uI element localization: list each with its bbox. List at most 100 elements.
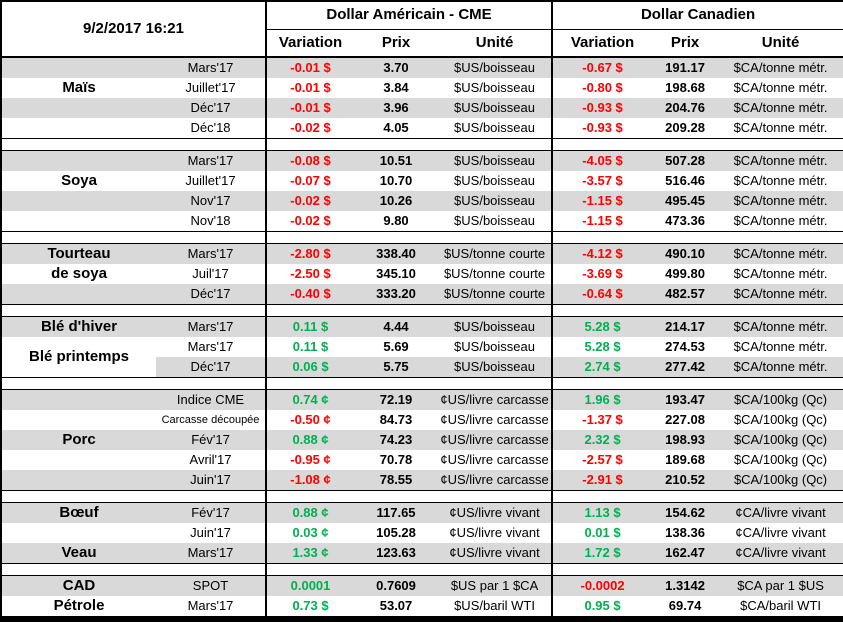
- ca-unite-cell: $CA/100kg (Qc): [733, 411, 828, 427]
- us-prix-cell: 4.05: [383, 119, 409, 135]
- table-row: Maïs Juillet'17 -0.01 $ 3.84 $US/boisseau -0.…: [1, 78, 843, 98]
- us-prix-cell: 117.65: [376, 504, 416, 520]
- us-variation-cell: 0.88 ¢: [265, 430, 355, 450]
- us-unite-cell: $US/boisseau: [454, 59, 535, 75]
- us-unite-cell: $US/boisseau: [454, 172, 535, 188]
- section-separator: [1, 138, 843, 151]
- commodity-label: Soya: [61, 171, 97, 189]
- table-row: Bœuf Fév'17 0.88 ¢ 117.65 ¢US/livre vivant 1.…: [1, 502, 843, 523]
- us-variation-cell: 0.03 ¢: [265, 523, 355, 543]
- ca-unite-cell: $CA/tonne métr.: [733, 79, 828, 95]
- table-row: Porc Fév'17 0.88 ¢ 74.23 ¢US/livre carcasse 2…: [1, 430, 843, 450]
- separator-cell: [551, 231, 843, 244]
- ca-prix-cell: 499.80: [665, 265, 705, 281]
- us-unite-cell: $US/boisseau: [454, 99, 535, 115]
- commodity-label: [1, 523, 156, 543]
- ca-variation-cell: 5.28 $: [551, 316, 653, 337]
- ca-prix-cell: 274.53: [665, 338, 705, 354]
- table-row: Avril'17 -0.95 ¢ 70.78 ¢US/livre carcasse -2…: [1, 450, 843, 470]
- ca-variation-cell: -1.15 $: [551, 191, 653, 211]
- ca-variation-cell: -0.80 $: [551, 78, 653, 98]
- ca-prix-header: Prix: [652, 29, 719, 58]
- ca-prix-cell: 507.28: [665, 152, 705, 168]
- us-prix-header: Prix: [354, 29, 439, 58]
- contract-month-cell: Nov'17: [190, 192, 231, 208]
- us-unite-header: Unité: [438, 29, 553, 58]
- us-unite-cell: ¢US/livre vivant: [449, 544, 540, 560]
- commodity-label: [1, 191, 156, 211]
- ca-prix-cell: 209.28: [665, 119, 705, 135]
- ca-prix-cell: 189.68: [665, 451, 705, 467]
- us-prix-cell: 3.84: [383, 79, 409, 95]
- us-variation-cell: 0.74 ¢: [265, 389, 355, 410]
- ca-variation-cell: 1.72 $: [551, 543, 653, 564]
- us-prix-cell: 105.28: [376, 524, 416, 540]
- contract-month-cell: Mars'17: [187, 597, 234, 613]
- ca-unite-cell: $CA/tonne métr.: [733, 265, 828, 281]
- contract-month-cell: Avril'17: [189, 451, 232, 467]
- ca-unite-cell: $CA/100kg (Qc): [733, 391, 828, 407]
- ca-unite-cell: $CA/tonne métr.: [733, 338, 828, 354]
- us-prix-cell: 5.69: [383, 338, 409, 354]
- commodity-label: [1, 284, 156, 305]
- commodity-label: [1, 470, 156, 491]
- us-variation-cell: 0.11 $: [265, 316, 355, 337]
- contract-month-cell: Fév'17: [191, 504, 230, 520]
- ca-variation-cell: -4.05 $: [551, 150, 653, 171]
- commodity-label: [1, 57, 156, 78]
- us-unite-cell: $US/boisseau: [454, 338, 535, 354]
- ca-variation-cell: -3.57 $: [551, 171, 653, 191]
- ca-unite-cell: $CA/100kg (Qc): [733, 471, 828, 487]
- us-unite-cell: ¢US/livre carcasse: [440, 451, 549, 467]
- us-variation-cell: -0.01 $: [265, 78, 355, 98]
- contract-month-cell: Juil'17: [192, 265, 229, 281]
- ca-unite-cell: ¢CA/livre vivant: [735, 544, 826, 560]
- us-unite-cell: ¢US/livre vivant: [449, 524, 540, 540]
- ca-variation-cell: -1.37 $: [551, 410, 653, 430]
- ca-variation-cell: -1.15 $: [551, 211, 653, 232]
- ca-variation-cell: 1.96 $: [551, 389, 653, 410]
- contract-month-cell: Déc'17: [190, 358, 231, 374]
- ca-unite-cell: $CA/tonne métr.: [733, 192, 828, 208]
- us-prix-cell: 10.26: [379, 192, 413, 208]
- ca-variation-cell: -2.57 $: [551, 450, 653, 470]
- column-header-row: Variation Prix Unité Variation Prix Unit…: [1, 29, 843, 58]
- table-row: Déc'17 0.06 $ 5.75 $US/boisseau 2.74 $ 277.42…: [1, 357, 843, 378]
- commodity-label: [1, 450, 156, 470]
- ca-variation-cell: 0.01 $: [551, 523, 653, 543]
- us-unite-cell: ¢US/livre vivant: [449, 504, 540, 520]
- us-variation-cell: -0.95 ¢: [265, 450, 355, 470]
- ca-variation-cell: 5.28 $: [551, 337, 653, 357]
- ca-prix-cell: 1.3142: [665, 577, 705, 593]
- us-variation-cell: -0.02 $: [265, 191, 355, 211]
- separator-cell: [551, 490, 843, 503]
- us-variation-cell: 0.73 $: [265, 596, 355, 619]
- us-variation-cell: -0.07 $: [265, 171, 355, 191]
- us-variation-cell: -2.50 $: [265, 264, 355, 284]
- contract-month-cell: Mars'17: [187, 338, 234, 354]
- contract-month-cell: Mars'17: [187, 152, 234, 168]
- separator-cell: [551, 138, 843, 151]
- table-row: Veau Mars'17 1.33 ¢ 123.63 ¢US/livre vivant 1…: [1, 543, 843, 564]
- us-unite-cell: $US/baril WTI: [454, 597, 535, 613]
- us-variation-cell: -1.08 ¢: [265, 470, 355, 491]
- table-row: Carcasse découpée -0.50 ¢ 84.73 ¢US/livre c…: [1, 410, 843, 430]
- contract-month-cell: Mars'17: [187, 245, 234, 261]
- us-variation-cell: 0.0001: [265, 575, 355, 596]
- ca-prix-cell: 69.74: [668, 597, 702, 613]
- ca-prix-cell: 138.36: [665, 524, 705, 540]
- ca-variation-cell: -0.64 $: [551, 284, 653, 305]
- report-timestamp: 9/2/2017 16:21: [1, 1, 267, 58]
- table-row: Mars'17 -0.01 $ 3.70 $US/boisseau -0.67 $ 191…: [1, 57, 843, 78]
- us-unite-cell: $US/boisseau: [454, 192, 535, 208]
- separator-cell: [265, 304, 553, 317]
- table-row: Tourteau Mars'17 -2.80 $ 338.40 $US/tonne co…: [1, 243, 843, 264]
- us-unite-cell: $US/boisseau: [454, 318, 535, 334]
- us-variation-cell: -2.80 $: [265, 243, 355, 264]
- us-unite-cell: $US/boisseau: [454, 79, 535, 95]
- ca-unite-cell: $CA/tonne métr.: [733, 172, 828, 188]
- commodity-label: Bœuf: [59, 503, 99, 521]
- table-row: Juin'17 0.03 ¢ 105.28 ¢US/livre vivant 0.01 …: [1, 523, 843, 543]
- commodity-label: Tourteau: [47, 244, 111, 262]
